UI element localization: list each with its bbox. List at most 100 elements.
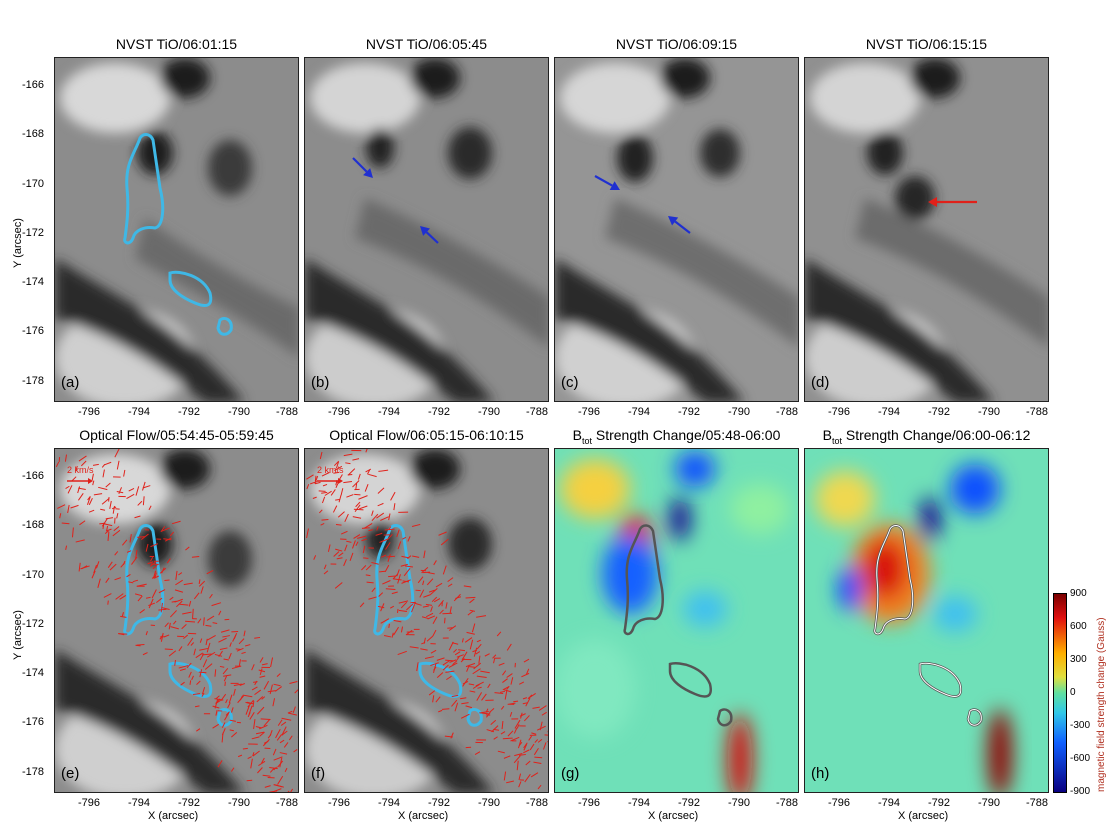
contour-2	[418, 661, 463, 698]
x-tick-label: -796	[78, 797, 101, 809]
panel-e-label: (e)	[61, 765, 80, 782]
contour-3	[716, 708, 733, 727]
x-tick-label: -790	[728, 797, 751, 809]
panel-a-label: (a)	[61, 374, 80, 391]
panel-d: (d)	[804, 57, 1049, 402]
x-tick-label: -788	[776, 406, 799, 418]
x-tick-label: -794	[378, 406, 401, 418]
x-axis-label-g: X (arcsec)	[648, 810, 699, 822]
panel-g-title-rest: Strength Change/05:48-06:00	[591, 427, 781, 443]
x-tick-label: -796	[578, 406, 601, 418]
y-axis-label-bottom: Y (arcsec)	[12, 610, 24, 660]
x-tick-label: -792	[928, 797, 951, 809]
panel-b-image	[305, 58, 548, 401]
panel-h-title-rest: Strength Change/06:00-06:12	[841, 427, 1031, 443]
colorbar-tick-label: -600	[1070, 753, 1091, 764]
contour-3	[216, 316, 233, 336]
flow-vectors	[306, 449, 548, 790]
x-tick-label: -796	[578, 797, 601, 809]
colorbar-tick-label: 300	[1070, 654, 1087, 665]
x-tick-label: -790	[478, 406, 501, 418]
contour-3	[967, 708, 982, 726]
panel-f: 2 km/s (f)	[304, 448, 549, 793]
panel-h-title-main: B	[822, 427, 832, 443]
panel-h-title-sub: tot	[831, 435, 842, 446]
panel-d-title: NVST TiO/06:15:15	[865, 36, 988, 52]
x-tick-label: -794	[128, 797, 151, 809]
y-tick-label: -176	[22, 716, 45, 728]
y-tick-label: -174	[22, 667, 45, 679]
y-tick-label: -172	[22, 227, 45, 239]
contour-1	[123, 133, 165, 245]
panel-g: (g)	[554, 448, 799, 793]
panel-f-label: (f)	[311, 765, 326, 782]
y-tick-label: -168	[22, 519, 45, 531]
flow-vectors	[55, 449, 298, 792]
contour-2	[168, 270, 213, 307]
y-tick-label: -170	[22, 178, 45, 190]
x-axis-label-h: X (arcsec)	[898, 810, 949, 822]
x-tick-label: -796	[828, 406, 851, 418]
panel-g-title-main: B	[572, 427, 582, 443]
panel-f-scale-label: 2 km/s	[317, 465, 344, 475]
x-tick-label: -792	[428, 406, 451, 418]
x-tick-label: -790	[978, 797, 1001, 809]
contour-1	[623, 524, 664, 636]
y-tick-label: -166	[22, 79, 45, 91]
arrow-blue-1	[594, 175, 620, 190]
x-tick-label: -790	[978, 406, 1001, 418]
panel-e-image	[55, 449, 298, 792]
y-tick-label: -168	[22, 128, 45, 140]
x-tick-label: -788	[276, 406, 299, 418]
colorbar-gradient	[1054, 594, 1066, 792]
panel-h-title: Btot Strength Change/06:00-06:12	[804, 427, 1049, 446]
colorbar-tick-label: -300	[1070, 720, 1091, 731]
panel-d-label: (d)	[811, 374, 830, 391]
x-tick-label: -788	[1026, 797, 1049, 809]
x-tick-label: -792	[928, 406, 951, 418]
y-tick-label: -178	[22, 375, 45, 387]
contour-1	[874, 525, 914, 635]
x-tick-label: -796	[78, 406, 101, 418]
panel-g-title: Btot Strength Change/05:48-06:00	[554, 427, 799, 446]
colorbar-tick-label: 600	[1070, 621, 1087, 632]
x-tick-label: -792	[678, 797, 701, 809]
contour-1	[373, 524, 415, 636]
panel-b-title: NVST TiO/06:05:45	[365, 36, 488, 52]
colorbar	[1053, 593, 1067, 793]
y-tick-label: -172	[22, 618, 45, 630]
panel-h-label: (h)	[811, 765, 830, 782]
panel-b-label: (b)	[311, 374, 330, 391]
panel-g-image	[555, 449, 798, 792]
panel-b: (b)	[304, 57, 549, 402]
y-tick-label: -170	[22, 569, 45, 581]
x-tick-label: -792	[178, 797, 201, 809]
x-tick-label: -790	[228, 406, 251, 418]
panel-c-label: (c)	[561, 374, 579, 391]
contour-2	[168, 661, 213, 698]
panel-c-image	[555, 58, 798, 401]
x-tick-label: -792	[678, 406, 701, 418]
x-tick-label: -794	[628, 797, 651, 809]
contour-1	[123, 524, 165, 636]
x-tick-label: -788	[276, 797, 299, 809]
x-axis-label-e: X (arcsec)	[148, 810, 199, 822]
x-tick-label: -792	[428, 797, 451, 809]
x-tick-label: -788	[776, 797, 799, 809]
y-tick-label: -174	[22, 276, 45, 288]
x-tick-label: -796	[828, 797, 851, 809]
arrow-blue-2	[668, 216, 691, 234]
colorbar-tick-label: 0	[1070, 687, 1076, 698]
x-tick-label: -794	[128, 406, 151, 418]
y-tick-label: -176	[22, 325, 45, 337]
x-tick-label: -788	[1026, 406, 1049, 418]
x-tick-label: -790	[728, 406, 751, 418]
y-axis-label-top: Y (arcsec)	[12, 218, 24, 268]
panel-g-title-sub: tot	[581, 435, 592, 446]
panel-a-title: NVST TiO/06:01:15	[115, 36, 238, 52]
x-tick-label: -792	[178, 406, 201, 418]
colorbar-tick-label: 900	[1070, 588, 1087, 599]
x-tick-label: -790	[478, 797, 501, 809]
x-tick-label: -788	[526, 406, 549, 418]
arrow-red	[928, 197, 977, 207]
